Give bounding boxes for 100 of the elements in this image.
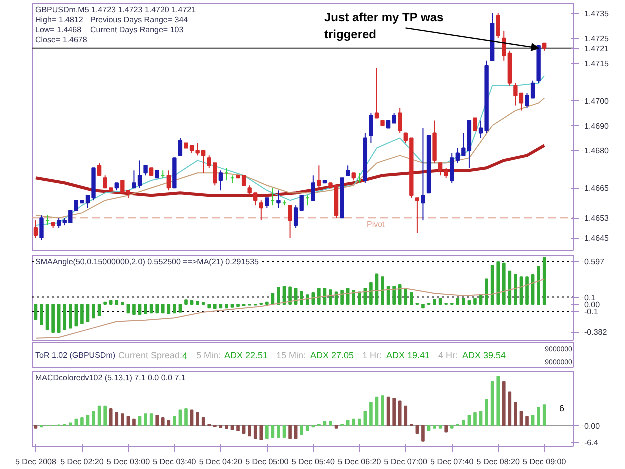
bar: [138, 304, 142, 316]
candlestick: [40, 215, 44, 242]
annotation: Close= 1.4678: [36, 36, 88, 44]
bar: [433, 298, 436, 305]
candlestick: [294, 205, 298, 229]
bar: [254, 425, 258, 440]
candlestick: [178, 138, 183, 156]
bar: [144, 414, 148, 426]
bar: [266, 425, 269, 440]
text: 4: [182, 351, 188, 361]
bar: [63, 304, 67, 330]
bar: [190, 410, 194, 426]
bar: [537, 266, 540, 305]
bar: [456, 298, 460, 305]
candlestick: [317, 165, 322, 189]
candlestick: [97, 162, 102, 176]
bar: [422, 304, 425, 309]
candlestick: [300, 195, 304, 212]
bar: [490, 381, 494, 426]
bar: [156, 414, 159, 426]
text: 4 Hr:: [438, 350, 458, 360]
bar: [392, 398, 396, 426]
bar: [230, 304, 234, 308]
candlestick: [57, 218, 62, 229]
bar: [531, 414, 535, 426]
bar: [404, 288, 408, 305]
bar: [178, 410, 182, 426]
candlestick: [502, 30, 506, 62]
y-tick-label: 1.4653: [584, 214, 610, 224]
bar: [462, 420, 466, 426]
bar: [479, 411, 483, 426]
bar: [502, 262, 506, 305]
chart-title: GBPUSDm,M5 1.4723 1.4723 1.4720 1.4721: [36, 6, 197, 14]
x-tick-label: 5 Dec 04:20: [199, 458, 244, 466]
bar: [514, 402, 518, 426]
bar: [266, 302, 269, 305]
candlestick: [473, 118, 478, 132]
x-tick-label: 5 Dec 05:40: [292, 458, 336, 466]
bar: [496, 261, 500, 305]
bar: [444, 425, 448, 433]
bar: [468, 300, 472, 305]
bar: [225, 425, 228, 430]
bar: [294, 425, 298, 440]
bar: [92, 411, 96, 426]
bar: [329, 290, 332, 305]
bar: [132, 304, 136, 316]
line-series: [35, 278, 546, 339]
bar: [161, 418, 165, 426]
bar: [242, 425, 246, 434]
bar: [46, 304, 50, 330]
bar: [496, 376, 500, 426]
bar: [167, 304, 171, 314]
bar: [485, 399, 488, 426]
candlestick: [259, 200, 264, 222]
bar: [358, 418, 362, 426]
candlestick: [346, 165, 350, 176]
candlestick: [369, 112, 374, 144]
bar: [300, 291, 304, 305]
bar: [404, 406, 408, 426]
annotation: Current Days Range= 103: [90, 26, 184, 34]
bar: [167, 420, 171, 426]
bar: [438, 425, 442, 429]
bar: [156, 304, 159, 314]
bar: [282, 425, 286, 438]
x-tick-label: 5 Dec 08:20: [476, 458, 520, 466]
bar: [190, 300, 194, 305]
x-tick-label: 5 Dec 02:20: [60, 458, 104, 466]
y-tick-label: 0.00: [584, 422, 601, 431]
bar: [306, 425, 310, 432]
x-tick-label: 5 Dec 2008: [16, 458, 57, 466]
bar: [138, 416, 142, 426]
bar: [202, 418, 206, 426]
text: ToR 1.02 (GBPUSDm): [36, 351, 116, 360]
bar: [416, 425, 420, 434]
annotation: Previous Days Range= 344: [90, 16, 189, 24]
bar: [80, 304, 84, 324]
bar: [68, 422, 72, 426]
y-tick-label: -6.4: [584, 438, 599, 448]
bar: [485, 278, 488, 305]
candlestick: [166, 170, 171, 192]
bar: [438, 298, 442, 305]
chart-title: SMAAngle(50,0.15000000,2,0) 0.552500 ==>MA(21) 0.291535: [36, 258, 260, 266]
bar: [542, 257, 546, 305]
y-tick-label: -0.1: [584, 308, 599, 317]
text: ADX 39.54: [462, 350, 506, 360]
bar: [514, 274, 518, 305]
y-tick-label: -0.382: [584, 328, 608, 337]
text: ADX 19.41: [386, 350, 430, 360]
bar: [92, 304, 96, 319]
annotation: Just after my TP was triggered: [324, 10, 444, 42]
y-tick-label: 1.4645: [584, 234, 610, 244]
bar: [370, 402, 373, 426]
bar: [450, 425, 454, 429]
bar: [433, 425, 436, 429]
bar: [104, 406, 107, 426]
bar: [109, 300, 113, 305]
bar: [248, 425, 252, 437]
bar: [80, 418, 84, 426]
bar: [68, 304, 72, 329]
bar: [104, 302, 107, 305]
